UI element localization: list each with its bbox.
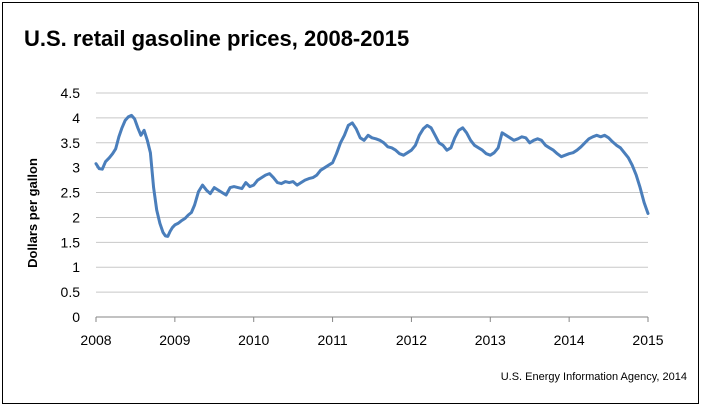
y-axis-label: Dollars per gallon	[25, 158, 40, 268]
series-line-gasoline-price	[94, 113, 650, 238]
y-tick-label: 0	[72, 309, 80, 325]
y-tick-label: 0.5	[61, 284, 81, 300]
x-tick-labels: 2008 2009 2010 2011 2012 2013 2014 2015	[80, 317, 664, 348]
y-tick-label: 3.5	[61, 135, 81, 151]
gridlines	[96, 92, 648, 293]
y-tick-label: 1.5	[61, 234, 81, 250]
y-tick-label: 4	[72, 110, 80, 126]
x-tick-label: 2013	[475, 332, 506, 348]
y-tick-label: 2	[72, 209, 80, 225]
chart-frame	[2, 2, 699, 404]
chart-title: U.S. retail gasoline prices, 2008-2015	[24, 26, 410, 51]
x-tick-label: 2012	[396, 332, 427, 348]
y-tick-label: 3	[72, 160, 80, 176]
source-note: U.S. Energy Information Agency, 2014	[500, 371, 687, 383]
x-tick-label: 2009	[159, 332, 190, 348]
x-tick-label: 2010	[238, 332, 269, 348]
y-tick-labels: 0 0.5 1 1.5 2 2.5 3 3.5 4 4.5	[61, 85, 81, 325]
y-tick-label: 4.5	[61, 85, 81, 101]
x-tick-label: 2015	[632, 332, 663, 348]
x-tick-label: 2014	[554, 332, 585, 348]
y-tick-label: 2.5	[61, 185, 81, 201]
x-tick-label: 2008	[80, 332, 111, 348]
y-tick-label: 1	[72, 259, 80, 275]
x-tick-label: 2011	[318, 332, 348, 348]
